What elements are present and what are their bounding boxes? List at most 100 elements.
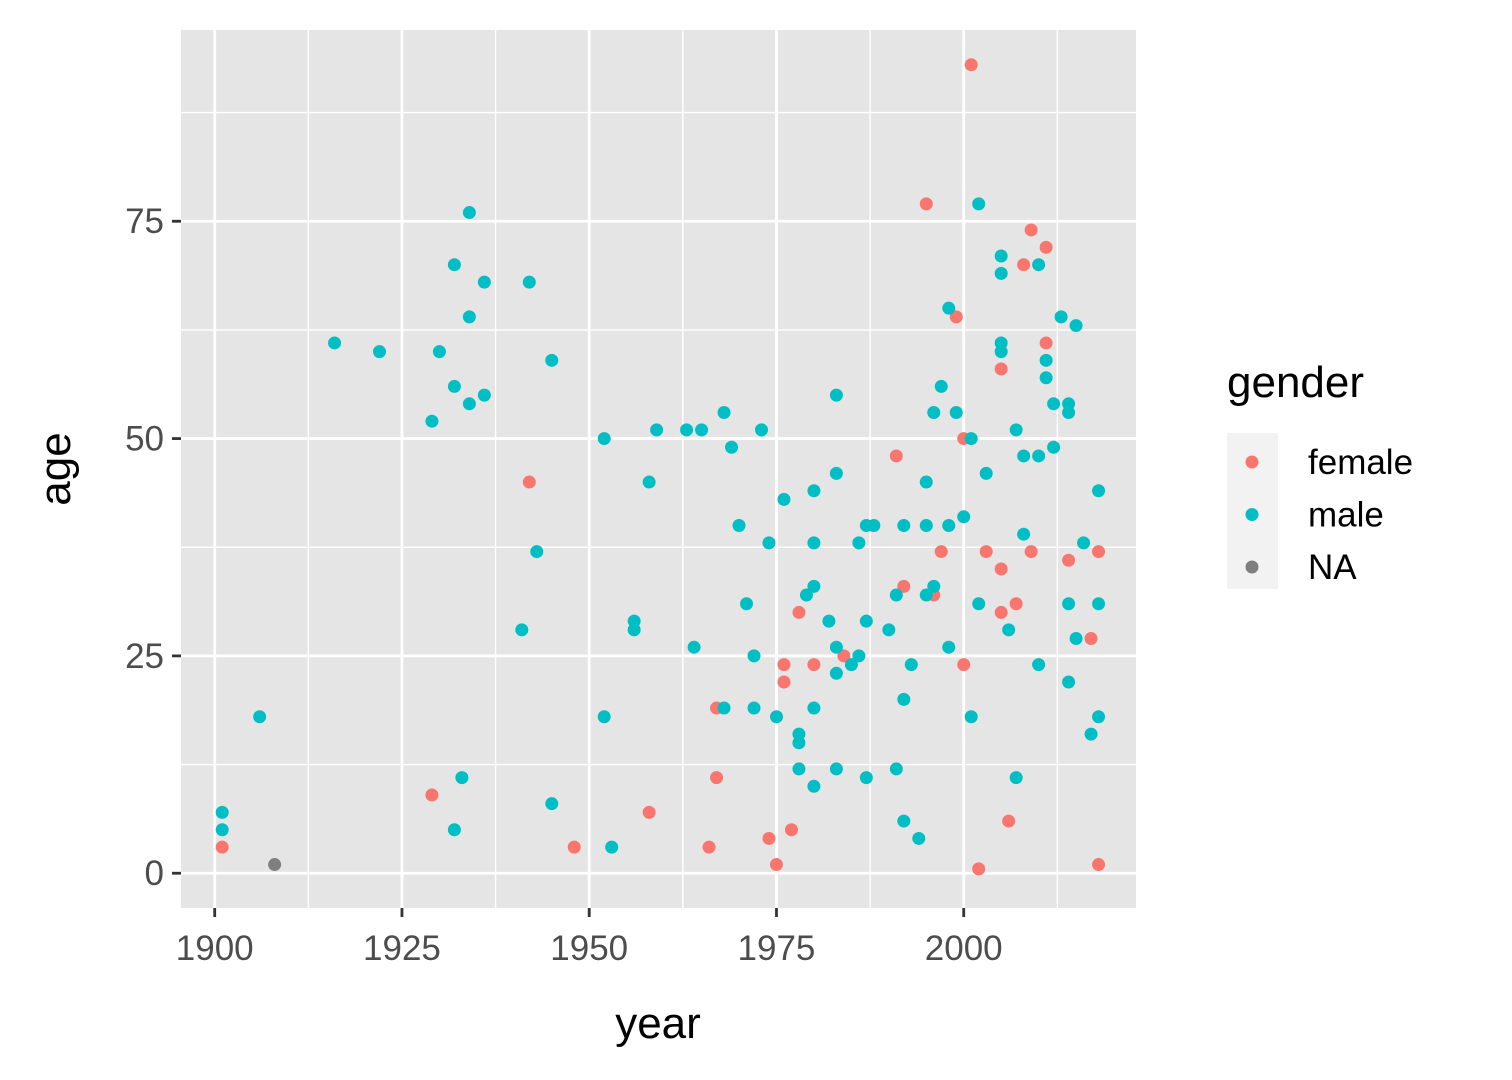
data-point-female (1009, 597, 1023, 611)
data-point-male (695, 423, 709, 437)
data-point-male (522, 275, 536, 289)
data-point-male (740, 597, 754, 611)
data-point-male (1032, 658, 1046, 672)
data-point-male (912, 831, 926, 845)
data-point-male (964, 710, 978, 724)
legend-label-na: NA (1308, 548, 1357, 587)
data-point-male (597, 710, 611, 724)
x-tick-label: 1950 (550, 929, 628, 968)
data-point-male (215, 823, 229, 837)
minor-gridlines (181, 30, 1136, 908)
data-point-female (762, 831, 776, 845)
data-point-female (994, 562, 1008, 576)
data-point-female (769, 858, 783, 872)
data-point-male (1092, 710, 1106, 724)
y-tick-label: 0 (145, 854, 164, 893)
data-point-male (1039, 371, 1053, 385)
data-point-male (927, 579, 941, 593)
data-point-male (897, 814, 911, 828)
data-point-male (1062, 405, 1076, 419)
data-point-female (777, 675, 791, 689)
data-point-female (710, 771, 724, 785)
data-point-male (447, 258, 461, 272)
data-point-male (859, 614, 873, 628)
data-point-male (605, 840, 619, 854)
x-tick-label: 1975 (738, 929, 816, 968)
data-point-male (627, 623, 641, 637)
data-point-female (1024, 223, 1038, 237)
data-point-female (994, 362, 1008, 376)
data-point-male (844, 658, 858, 672)
data-point-male (807, 484, 821, 498)
data-point-male (807, 701, 821, 715)
data-point-female (642, 805, 656, 819)
data-point-male (852, 536, 866, 550)
data-point-female (1084, 632, 1098, 646)
legend: gender female male NA (1227, 358, 1413, 589)
plot-panel (181, 30, 1136, 908)
data-point-male (1032, 258, 1046, 272)
data-point-male (919, 588, 933, 602)
data-point-male (777, 492, 791, 506)
data-point-male (1047, 440, 1061, 454)
data-point-male (799, 588, 813, 602)
data-point-male (807, 536, 821, 550)
data-point-male (462, 206, 476, 220)
data-point-male (477, 275, 491, 289)
data-point-female (889, 449, 903, 463)
data-point-female (1002, 814, 1016, 828)
data-point-male (859, 771, 873, 785)
x-axis-title: year (615, 999, 701, 1048)
data-point-female (949, 310, 963, 324)
data-point-male (530, 545, 544, 559)
y-axis: 0 25 50 75 (125, 202, 181, 893)
data-point-male (1062, 675, 1076, 689)
data-point-male (889, 762, 903, 776)
data-point-male (597, 432, 611, 446)
legend-entries: female male NA (1245, 443, 1413, 587)
data-point-male (1017, 449, 1031, 463)
data-point-female (1039, 336, 1053, 350)
data-point-male (927, 405, 941, 419)
data-point-female (522, 475, 536, 489)
data-point-female (1017, 258, 1031, 272)
data-point-male (979, 466, 993, 480)
data-point-male (972, 197, 986, 211)
data-point-male (949, 405, 963, 419)
data-point-male (747, 701, 761, 715)
data-point-male (1032, 449, 1046, 463)
data-point-male (447, 823, 461, 837)
x-tick-label: 1925 (363, 929, 441, 968)
data-point-male (732, 519, 746, 533)
data-point-na (268, 858, 282, 872)
data-point-male (807, 579, 821, 593)
data-point-male (822, 614, 836, 628)
data-point-male (687, 640, 701, 654)
data-point-female (1062, 553, 1076, 567)
data-point-female (702, 840, 716, 854)
data-point-male (889, 588, 903, 602)
data-point-female (934, 545, 948, 559)
series-male (215, 197, 1106, 854)
data-points (215, 58, 1106, 876)
data-point-female (994, 605, 1008, 619)
data-point-female (957, 658, 971, 672)
data-point-male (545, 797, 559, 811)
data-point-male (769, 710, 783, 724)
data-point-male (462, 397, 476, 411)
x-axis: 1900 1925 1950 1975 2000 (176, 908, 1003, 968)
legend-label-female: female (1308, 443, 1413, 482)
data-point-male (754, 423, 768, 437)
data-point-male (372, 345, 386, 359)
data-point-male (919, 519, 933, 533)
data-point-male (425, 414, 439, 428)
data-point-male (942, 519, 956, 533)
data-point-male (994, 345, 1008, 359)
data-point-female (979, 545, 993, 559)
data-point-male (253, 710, 267, 724)
data-point-male (867, 519, 881, 533)
legend-title: gender (1227, 358, 1364, 407)
data-point-male (897, 519, 911, 533)
data-point-male (1062, 597, 1076, 611)
